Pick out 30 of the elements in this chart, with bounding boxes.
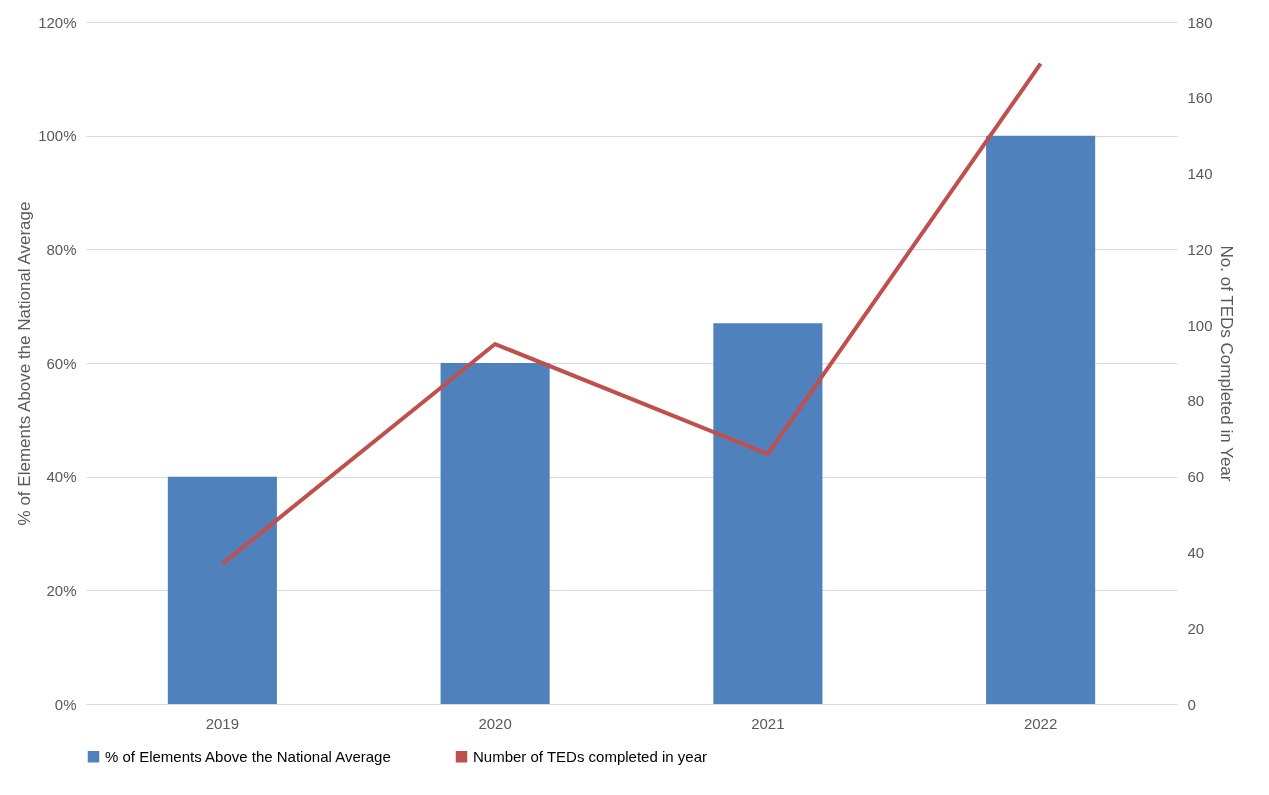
y2-tick-label: 20: [1187, 619, 1205, 637]
y2-axis-title: No. of TEDs Completed in Year: [1216, 245, 1236, 482]
legend-label: Number of TEDs completed in year: [473, 747, 707, 765]
y-tick-label: 40%: [46, 468, 77, 486]
y2-tick-label: 40: [1187, 543, 1205, 561]
y2-tick-label: 140: [1187, 165, 1213, 183]
y-axis-title: % of Elements Above the National Average: [15, 201, 35, 526]
bar: [440, 363, 550, 704]
bar: [167, 476, 277, 704]
y2-tick-label: 80: [1187, 392, 1205, 410]
y-tick-label: 60%: [46, 354, 77, 372]
y2-tick-label: 160: [1187, 89, 1213, 107]
y-tick-label: 100%: [38, 127, 77, 145]
y2-tick-label: 180: [1187, 13, 1213, 31]
y2-tick-label: 120: [1187, 240, 1213, 258]
bar: [713, 323, 823, 704]
x-tick-label: 2020: [478, 714, 512, 732]
line-series: [220, 61, 1043, 566]
y-tick-label: 80%: [46, 240, 77, 258]
x-tick-label: 2021: [751, 714, 785, 732]
y-tick-label: 20%: [46, 581, 77, 599]
y2-tick-label: 100: [1187, 316, 1213, 334]
y-tick-label: 120%: [38, 13, 77, 31]
legend-label: % of Elements Above the National Average: [105, 747, 391, 765]
y2-tick-label: 60: [1187, 468, 1205, 486]
y-tick-label: 0%: [54, 695, 77, 713]
x-tick-label: 2019: [205, 714, 240, 732]
y2-tick-label: 0: [1187, 695, 1196, 713]
x-tick-label: 2022: [1023, 714, 1058, 732]
bar: [986, 135, 1096, 704]
